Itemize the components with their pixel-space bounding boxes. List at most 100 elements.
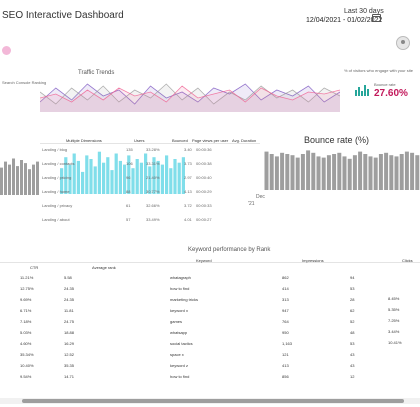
keyword-cell-clicks: 43 (350, 352, 355, 357)
landing-users-bar (102, 162, 106, 194)
landing-users-bar (181, 157, 185, 194)
keyword-cell-clicks: 52 (350, 319, 355, 324)
landing-left-bar (12, 158, 15, 195)
date-range-value[interactable]: 12/04/2021 - 01/02/2022 (306, 17, 383, 24)
bounce-x-year: '21 (248, 201, 255, 207)
keyword-cell-ctr: 10.40% (20, 363, 34, 368)
keyword-cell-rank: 24.75 (64, 319, 75, 324)
keyword-cell-imp: 414 (282, 286, 289, 291)
landing-cell-dur: 00:00:40 (196, 175, 212, 180)
keyword-cell-ctr: 5.03% (20, 330, 32, 335)
kw-col-rank: Average rank (92, 265, 116, 270)
bounce-bar (326, 155, 331, 190)
keyword-cell-clicks: 94 (350, 275, 355, 280)
bounce-sub-label: Bounce rate (374, 82, 396, 87)
landing-cell-pv: 4.01 (184, 217, 192, 222)
keyword-cell-imp: 313 (282, 297, 289, 302)
bounce-sparkline (355, 84, 369, 96)
landing-users-bar (165, 155, 169, 194)
keyword-cell-ctr: 11.21% (20, 275, 34, 280)
keyword-cell-rank: 24.35 (64, 286, 75, 291)
keyword-cell-kw: space x (170, 352, 184, 357)
keyword-extra-ctr: 10.41% (388, 340, 402, 345)
landing-cell-dur: 00:00:36 (196, 147, 212, 152)
landing-cell-bounced: 33.28% (146, 147, 160, 152)
landing-cell-dur: 00:00:27 (196, 217, 212, 222)
landing-cell-bounced: 32.66% (146, 203, 160, 208)
keyword-cell-rank: 24.35 (64, 297, 75, 302)
logo-icon (2, 46, 11, 55)
bounce-bar (280, 152, 285, 190)
keyword-cell-ctr: 9.54% (20, 374, 32, 379)
avatar[interactable] (396, 36, 410, 50)
landing-users-bar (123, 164, 127, 194)
landing-users-bar (177, 162, 181, 194)
bounce-bar (399, 154, 404, 190)
landing-users-bar (118, 160, 122, 194)
landing-cell-users: 61 (126, 203, 131, 208)
landing-cell-label: Landing / blog (42, 147, 68, 152)
bounce-bar (384, 152, 389, 190)
keyword-cell-ctr: 4.60% (20, 341, 32, 346)
landing-users-bar (144, 153, 148, 194)
landing-col-3: Bounced (172, 138, 188, 143)
bounce-bar (415, 155, 420, 190)
landing-users-bar (76, 160, 80, 194)
landing-users-bar (81, 171, 85, 194)
keyword-cell-imp: 947 (282, 308, 289, 313)
landing-users-bar (68, 164, 72, 194)
keyword-cell-ctr: 6.71% (20, 308, 32, 313)
keyword-cell-ctr: 9.69% (20, 297, 32, 302)
calendar-icon[interactable] (372, 14, 381, 22)
scrollbar-thumb[interactable] (22, 399, 404, 403)
landing-col-4: Page views per user (192, 138, 229, 143)
keyword-extra-ctr: 7.25% (388, 318, 400, 323)
landing-users-bar (106, 157, 110, 194)
keyword-cell-clicks: 12 (350, 374, 355, 379)
landing-left-bar (0, 167, 3, 195)
bounce-bar (378, 154, 383, 190)
keyword-cell-ctr: 12.75% (20, 286, 34, 291)
landing-users-bar (114, 153, 118, 194)
keyword-cell-imp: 121 (282, 352, 289, 357)
landing-users-bar (152, 157, 156, 194)
keyword-cell-clicks: 62 (350, 308, 355, 313)
keyword-header-rule (0, 262, 420, 263)
bounce-bar (264, 151, 269, 190)
keyword-table-title: Keyword performance by Rank (188, 247, 271, 253)
landing-users-bar (173, 159, 177, 194)
keyword-cell-imp: 413 (282, 363, 289, 368)
landing-users-bar (60, 168, 64, 194)
bounce-bar (290, 155, 295, 190)
landing-users-bar (93, 166, 97, 194)
landing-left-bar (16, 166, 19, 195)
landing-cell-pv: 3.72 (184, 203, 192, 208)
keyword-cell-rank: 14.71 (64, 374, 75, 379)
keyword-cell-kw: social tactics (170, 341, 193, 346)
landing-users-bar (169, 168, 173, 194)
kw-col-clicks: Clicks (402, 258, 413, 263)
landing-cell-bounced: 30.77% (146, 189, 160, 194)
bounce-bar (306, 150, 311, 190)
landing-col-1: Multiple Dimensions (66, 138, 102, 143)
landing-users-bar (148, 166, 152, 194)
bounce-x-label: Dec (256, 194, 265, 200)
landing-cell-users: 106 (126, 161, 133, 166)
bounce-bar (321, 157, 326, 190)
landing-cell-label: Landing / home (42, 189, 70, 194)
keyword-cell-kw: marketing tricks (170, 297, 199, 302)
landing-cell-dur: 00:00:29 (196, 189, 212, 194)
keyword-cell-imp: 764 (282, 319, 289, 324)
keyword-cell-imp: 862 (282, 275, 289, 280)
bounce-bar (373, 157, 378, 190)
landing-users-bar (127, 155, 131, 194)
bounce-bar (311, 152, 316, 190)
bounce-bar (295, 157, 300, 190)
landing-users-bar (160, 164, 164, 194)
keyword-cell-clicks: 43 (350, 363, 355, 368)
keyword-cell-clicks: 48 (350, 330, 355, 335)
landing-left-bar (32, 164, 35, 195)
bounce-bar (300, 154, 305, 190)
landing-users-bar (131, 168, 135, 194)
bounce-bar (389, 155, 394, 190)
